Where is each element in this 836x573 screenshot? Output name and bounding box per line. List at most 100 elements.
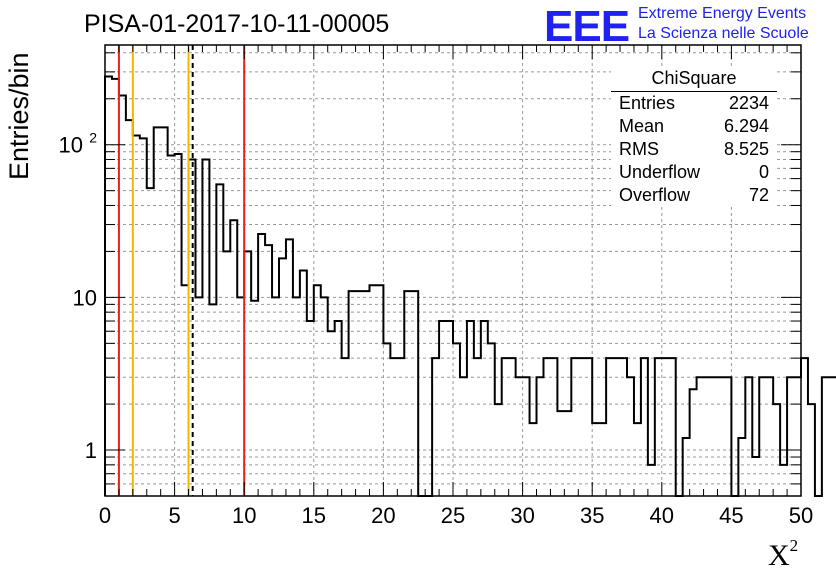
- histogram-bin: [397, 358, 404, 496]
- histogram-bin: [669, 358, 676, 496]
- stats-label: Entries: [619, 92, 675, 115]
- histogram-bin: [321, 297, 328, 496]
- histogram-bin: [244, 251, 251, 496]
- histogram-bin: [446, 321, 453, 496]
- histogram-bin: [356, 291, 363, 496]
- stats-row-underflow: Underflow 0: [611, 161, 777, 184]
- histogram-bin: [230, 220, 237, 496]
- histogram-bin: [300, 271, 307, 497]
- y-axis-label: Entries/bin: [4, 52, 35, 180]
- histogram-bin: [126, 120, 133, 496]
- y-tick-label: 1: [85, 438, 97, 463]
- x-tick-label: 50: [789, 503, 813, 528]
- histogram-bin: [724, 377, 731, 496]
- histogram-bin: [502, 358, 509, 496]
- x-tick-label: 45: [719, 503, 743, 528]
- histogram-bin: [557, 411, 564, 496]
- histogram-bin: [627, 377, 634, 496]
- histogram-bin: [363, 291, 370, 496]
- histogram-bin: [161, 127, 168, 496]
- x-tick-label: 20: [371, 503, 395, 528]
- histogram-bin: [738, 438, 745, 496]
- histogram-bin: [467, 321, 474, 496]
- histogram-bin: [571, 358, 578, 496]
- stats-row-overflow: Overflow 72: [611, 184, 777, 207]
- histogram-bin: [460, 377, 467, 496]
- histogram-bin: [349, 291, 356, 496]
- stats-label: Mean: [619, 115, 664, 138]
- histogram-bin: [105, 76, 112, 496]
- histogram-bin: [704, 377, 711, 496]
- histogram-bin: [488, 343, 495, 496]
- histogram-bin: [258, 234, 265, 496]
- stats-value: 72: [749, 184, 769, 207]
- stats-row-rms: RMS 8.525: [611, 138, 777, 161]
- histogram-bin: [634, 423, 641, 496]
- histogram-bin: [773, 404, 780, 496]
- stats-row-entries: Entries 2234: [611, 92, 777, 115]
- histogram-bin: [752, 457, 759, 496]
- histogram-bin: [822, 377, 829, 496]
- histogram-bin: [745, 377, 752, 496]
- histogram-bin: [613, 358, 620, 496]
- y-tick-label: 10: [59, 133, 83, 158]
- histogram-bin: [599, 423, 606, 496]
- histogram-bin: [182, 285, 189, 496]
- histogram-bin: [655, 358, 662, 496]
- histogram-bin: [432, 358, 439, 496]
- logo-caption-line1: Extreme Energy Events: [638, 4, 809, 24]
- histogram-bin: [237, 297, 244, 496]
- histogram-bin: [369, 285, 376, 496]
- histogram-bin: [175, 154, 182, 496]
- histogram-bin: [223, 251, 230, 496]
- histogram-bin: [787, 377, 794, 496]
- logo-caption-line2: La Scienza nelle Scuole: [638, 24, 809, 44]
- chart-title: PISA-01-2017-10-11-00005: [84, 10, 389, 39]
- stats-value: 0: [759, 161, 769, 184]
- x-tick-label: 40: [650, 503, 674, 528]
- histogram-bin: [342, 358, 349, 496]
- histogram-bin: [168, 155, 175, 496]
- y-tick-label-sup: 2: [89, 130, 97, 146]
- histogram-bin: [690, 389, 697, 496]
- histogram-bin: [717, 377, 724, 496]
- histogram-bin: [474, 358, 481, 496]
- histogram-bin: [216, 184, 223, 496]
- histogram-bin: [411, 291, 418, 496]
- stats-box: ChiSquare Entries 2234 Mean 6.294 RMS 8.…: [611, 68, 777, 207]
- histogram-bin: [314, 285, 321, 496]
- histogram-bin: [780, 465, 787, 496]
- histogram-bin: [697, 377, 704, 496]
- histogram-bin: [209, 304, 216, 496]
- histogram-bin: [641, 358, 648, 496]
- eee-logo: EEE: [544, 2, 629, 52]
- histogram-bin: [592, 423, 599, 496]
- histogram-bin: [453, 343, 460, 496]
- histogram-bin: [537, 377, 544, 496]
- histogram-bin: [112, 79, 119, 496]
- histogram-bin: [140, 138, 147, 496]
- x-tick-label: 15: [302, 503, 326, 528]
- histogram-bin: [759, 377, 766, 496]
- histogram-bin: [711, 377, 718, 496]
- histogram-bin: [564, 411, 571, 496]
- x-tick-label: 0: [99, 503, 111, 528]
- x-axis-label: X2: [768, 536, 798, 573]
- stats-label: RMS: [619, 138, 659, 161]
- histogram-bin: [119, 96, 126, 496]
- x-tick-label: 35: [580, 503, 604, 528]
- histogram-bin: [550, 358, 557, 496]
- histogram-bin: [286, 239, 293, 496]
- histogram-bin: [265, 245, 272, 496]
- x-tick-label: 30: [510, 503, 534, 528]
- x-tick-label: 10: [232, 503, 256, 528]
- histogram-bin: [481, 321, 488, 496]
- stats-value: 8.525: [724, 138, 769, 161]
- stats-label: Underflow: [619, 161, 700, 184]
- stats-label: Overflow: [619, 184, 690, 207]
- x-tick-label: 25: [441, 503, 465, 528]
- histogram-bin: [829, 377, 836, 496]
- stats-box-title: ChiSquare: [611, 68, 777, 92]
- histogram-bin: [293, 297, 300, 496]
- x-tick-label: 5: [168, 503, 180, 528]
